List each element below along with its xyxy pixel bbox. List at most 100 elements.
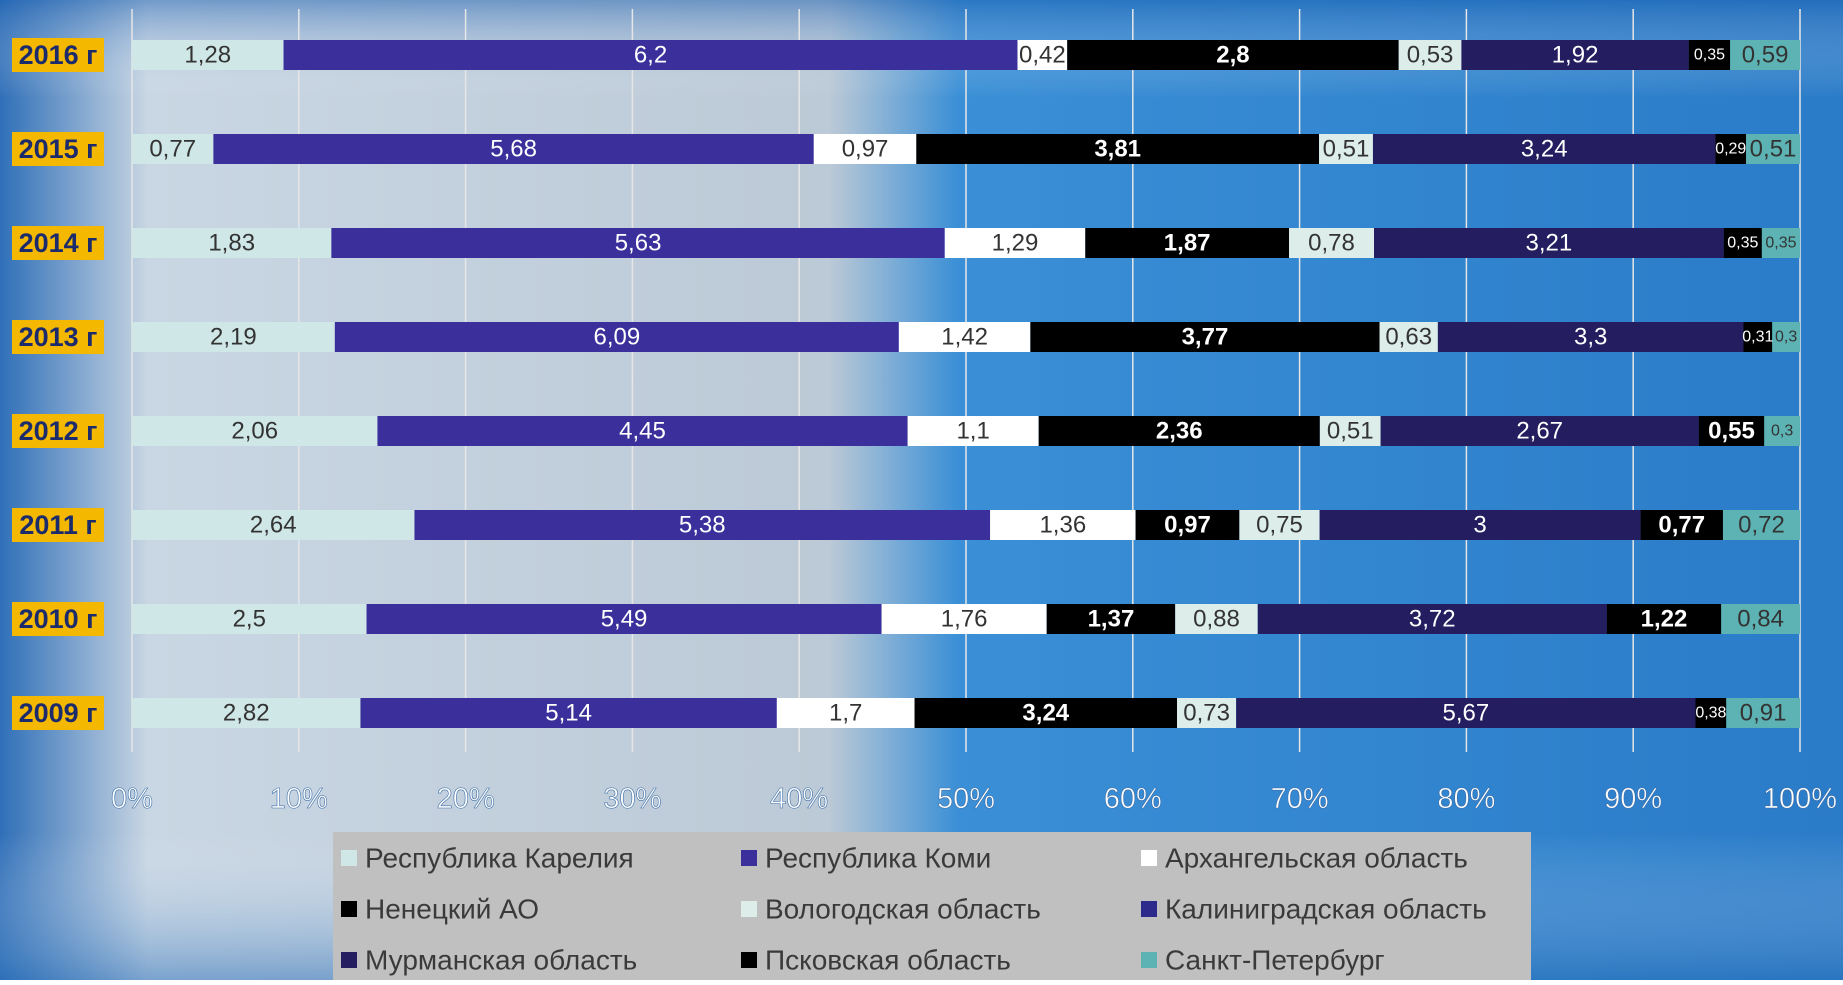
bar-segment [132, 322, 335, 352]
data-label: 5,67 [1442, 700, 1489, 727]
data-label: 1,83 [208, 230, 255, 257]
x-tick-label: 50% [937, 783, 995, 815]
bar-segment [914, 698, 1178, 728]
legend-label: Вологодская область [765, 894, 1041, 925]
x-tick-label: 30% [603, 783, 661, 815]
legend-marker [741, 952, 757, 968]
x-tick-label: 60% [1104, 783, 1162, 815]
data-label: 0,31 [1742, 329, 1773, 346]
legend-marker [341, 901, 357, 917]
labels: 0% 10% 20% 30% 40% 50% 60% 70% 80% 90% 100% 2016 г 1… [12, 38, 1837, 815]
category-label-box [12, 508, 104, 542]
bar-segment [1135, 510, 1240, 540]
bar-segment [1772, 322, 1800, 352]
bar-segment [1236, 698, 1696, 728]
category-label-box [12, 226, 104, 260]
category-label-box [12, 414, 104, 448]
bar-segment [132, 134, 214, 164]
bar-segment [414, 510, 991, 540]
bar-segment [132, 510, 415, 540]
bar-segment [1319, 134, 1373, 164]
bar-segment [213, 134, 814, 164]
data-label: 6,09 [593, 324, 640, 351]
bar-segment [132, 698, 361, 728]
y-tick-label: 2009 г [19, 698, 98, 728]
data-label: 2,67 [1516, 418, 1563, 445]
bar-segment [1085, 228, 1290, 258]
legend-label: Республика Коми [765, 843, 991, 874]
bar-segment [1743, 322, 1773, 352]
data-label: 0,88 [1193, 606, 1240, 633]
bar-segment [1730, 40, 1800, 70]
data-label: 6,2 [634, 42, 667, 69]
legend-marker [341, 850, 357, 866]
legend-label: Псковская область [765, 945, 1011, 976]
y-tick-label: 2011 г [19, 510, 96, 540]
legend-marker [341, 952, 357, 968]
bar-segment [1067, 40, 1399, 70]
bar-segment [1698, 416, 1765, 446]
bar-segment [898, 322, 1031, 352]
bar-segment [1721, 604, 1800, 634]
legend-marker [741, 901, 757, 917]
data-label: 2,19 [210, 324, 257, 351]
data-label: 0,97 [1164, 512, 1211, 539]
y-tick-label: 2010 г [19, 604, 98, 634]
bar-segment [1746, 134, 1800, 164]
bar-segment [1257, 604, 1607, 634]
data-label: 0,73 [1183, 700, 1230, 727]
data-label: 0,77 [1658, 512, 1705, 539]
data-label: 5,38 [679, 512, 726, 539]
legend-label: Калиниградская область [1165, 894, 1487, 925]
data-label: 3,81 [1094, 136, 1141, 163]
bar-segment [132, 416, 378, 446]
legend: Республика Карелия Республика Коми Арханге… [341, 843, 1487, 976]
data-label: 0,77 [149, 136, 196, 163]
y-tick-label: 2015 г [19, 134, 98, 164]
x-tick-label: 20% [437, 783, 495, 815]
x-tick-label: 80% [1437, 783, 1495, 815]
legend-label: Архангельская область [1165, 843, 1468, 874]
y-tick-label: 2014 г [19, 228, 98, 258]
bar-segment [1722, 510, 1800, 540]
bar-segment [334, 322, 899, 352]
data-label: 0,91 [1740, 700, 1787, 727]
data-label: 0,42 [1019, 42, 1066, 69]
legend-marker [1141, 901, 1157, 917]
bar-segment [1030, 322, 1380, 352]
data-label: 1,37 [1088, 606, 1135, 633]
category-label-box [12, 38, 104, 72]
bar-segment [1319, 416, 1381, 446]
bar-segment [1764, 416, 1800, 446]
data-label: 3,77 [1182, 324, 1229, 351]
bar-segment [1239, 510, 1320, 540]
data-label: 0,35 [1727, 235, 1758, 252]
data-label: 1,76 [941, 606, 988, 633]
data-label: 0,55 [1708, 418, 1755, 445]
data-label: 3 [1473, 512, 1486, 539]
bar-segment [881, 604, 1047, 634]
data-label: 2,82 [223, 700, 270, 727]
data-label: 2,5 [233, 606, 266, 633]
data-label: 2,8 [1216, 42, 1249, 69]
data-label: 0,51 [1323, 136, 1370, 163]
bar-segment [1398, 40, 1462, 70]
bar-segment [1715, 134, 1747, 164]
data-label: 0,75 [1256, 512, 1303, 539]
data-label: 0,51 [1750, 136, 1797, 163]
bar-segment [1437, 322, 1744, 352]
data-label: 0,97 [842, 136, 889, 163]
legend-box [333, 832, 1531, 980]
y-tick-label: 2016 г [19, 40, 98, 70]
legend-label: Санкт-Петербург [1165, 945, 1385, 976]
data-label: 0,35 [1694, 47, 1725, 64]
data-label: 1,7 [829, 700, 862, 727]
bar-segment [1723, 228, 1762, 258]
data-label: 0,63 [1385, 324, 1432, 351]
category-label-box [12, 132, 104, 166]
data-label: 5,68 [490, 136, 537, 163]
data-label: 1,87 [1164, 230, 1211, 257]
bar-segment [1761, 228, 1800, 258]
